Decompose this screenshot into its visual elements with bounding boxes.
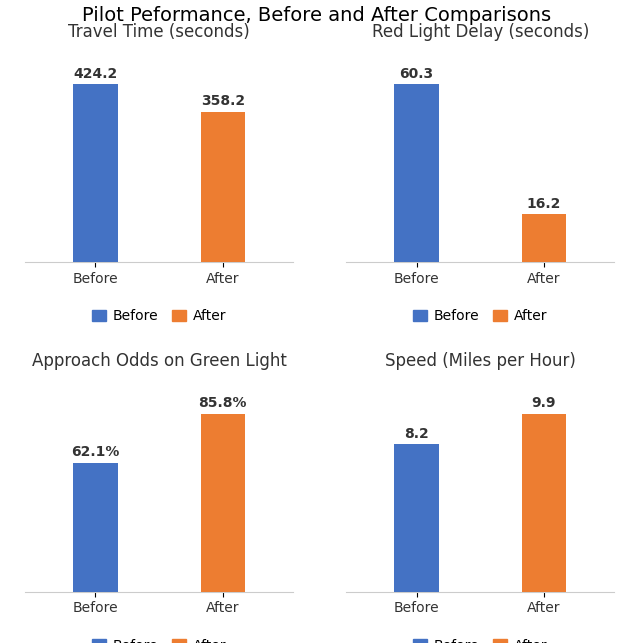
Bar [201, 112, 245, 262]
Text: 9.9: 9.9 [532, 396, 556, 410]
Text: Pilot Peformance, Before and After Comparisons: Pilot Peformance, Before and After Compa… [82, 6, 551, 26]
Bar [73, 463, 118, 592]
Text: 358.2: 358.2 [201, 95, 245, 108]
Title: Travel Time (seconds): Travel Time (seconds) [68, 23, 250, 41]
Bar [73, 84, 118, 262]
Text: 85.8%: 85.8% [199, 396, 247, 410]
Legend: Before, After: Before, After [407, 633, 553, 643]
Bar [394, 84, 439, 262]
Legend: Before, After: Before, After [86, 633, 232, 643]
Bar [522, 414, 567, 592]
Title: Speed (Miles per Hour): Speed (Miles per Hour) [385, 352, 575, 370]
Text: 424.2: 424.2 [73, 67, 118, 80]
Text: 60.3: 60.3 [399, 67, 434, 80]
Legend: Before, After: Before, After [407, 303, 553, 329]
Bar [394, 444, 439, 592]
Text: 62.1%: 62.1% [72, 446, 120, 459]
Text: 16.2: 16.2 [527, 197, 561, 210]
Title: Red Light Delay (seconds): Red Light Delay (seconds) [372, 23, 589, 41]
Legend: Before, After: Before, After [86, 303, 232, 329]
Bar [522, 214, 567, 262]
Title: Approach Odds on Green Light: Approach Odds on Green Light [32, 352, 287, 370]
Bar [201, 414, 245, 592]
Text: 8.2: 8.2 [404, 427, 429, 440]
